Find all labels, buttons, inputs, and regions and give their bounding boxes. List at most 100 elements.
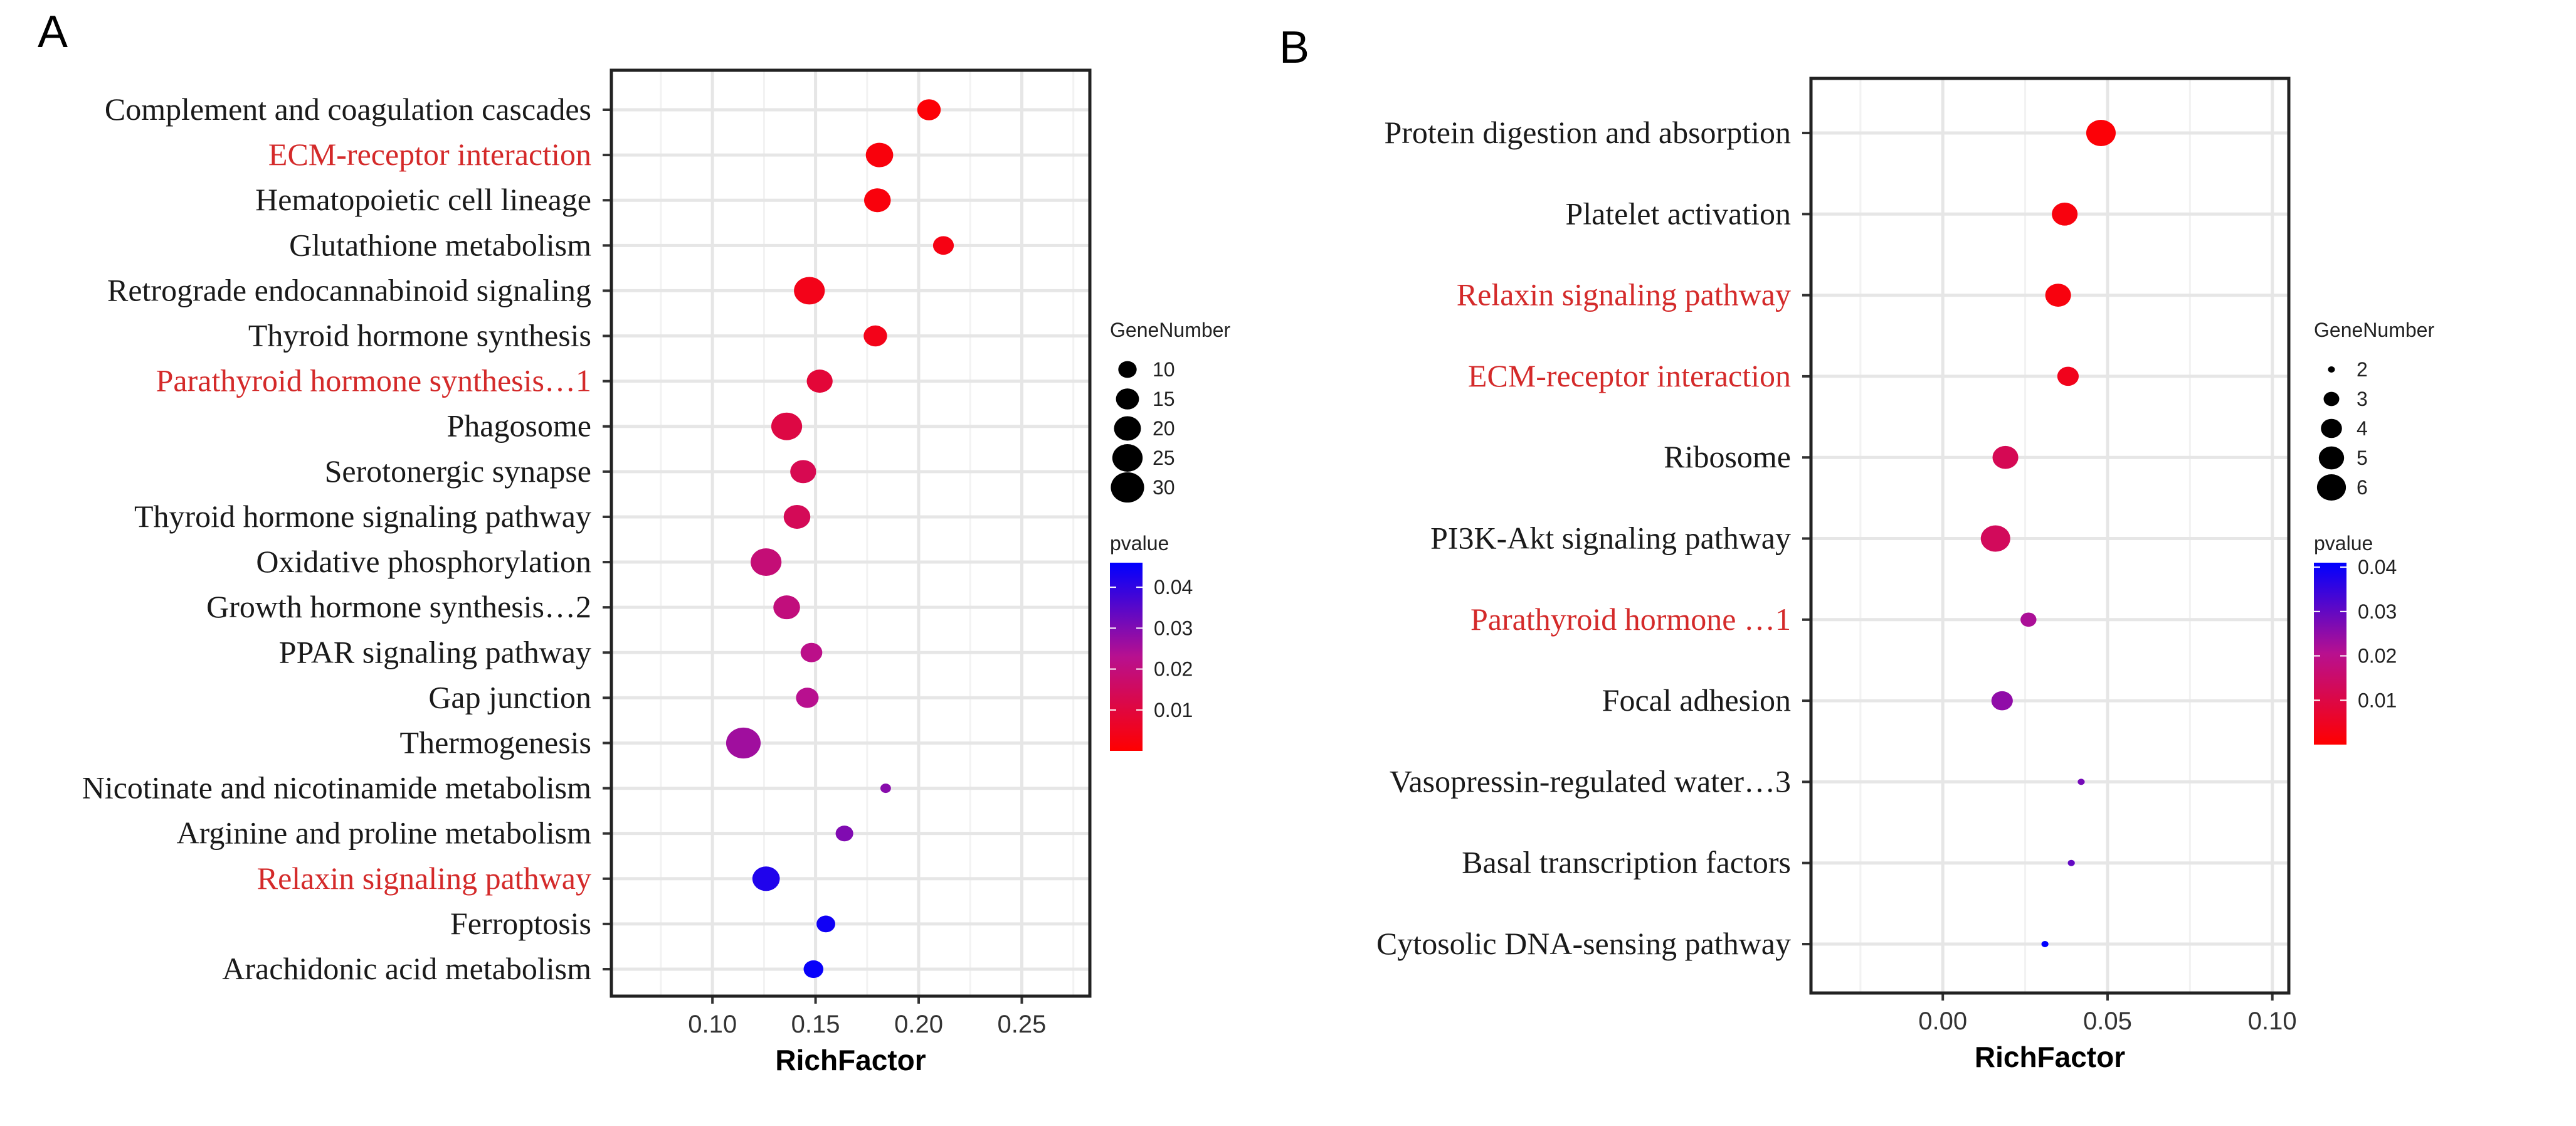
- size-legend-dot: [2323, 391, 2340, 406]
- plot-frame: [610, 68, 1092, 998]
- x-axis-title: RichFactor: [775, 1044, 926, 1076]
- data-point: [1992, 445, 2019, 469]
- panel-label: A: [38, 7, 68, 57]
- x-tick-label: 0.10: [688, 1011, 737, 1038]
- plot-background: [1811, 78, 2289, 993]
- data-point: [932, 236, 954, 255]
- size-legend-label: 20: [1153, 417, 1175, 440]
- data-point: [796, 688, 819, 708]
- pathway-label: Parathyroid hormone synthesis…1: [156, 363, 591, 398]
- data-point: [1991, 691, 2013, 711]
- size-legend-title: GeneNumber: [1110, 319, 1230, 341]
- pathway-label: Nicotinate and nicotinamide metabolism: [82, 770, 591, 805]
- data-point: [865, 142, 894, 167]
- pathway-label: Ribosome: [1664, 439, 1791, 474]
- data-point: [800, 642, 823, 662]
- size-legend-dot: [1112, 444, 1143, 472]
- colorbar-label: 0.01: [2358, 689, 2397, 711]
- size-legend-dot: [2328, 366, 2335, 373]
- pathway-label: PI3K-Akt signaling pathway: [1430, 521, 1791, 556]
- size-legend-label: 30: [1153, 476, 1175, 499]
- data-point: [794, 277, 825, 305]
- x-axis-title: RichFactor: [1975, 1041, 2125, 1073]
- x-tick-label: 0.15: [791, 1011, 840, 1038]
- colorbar-label: 0.04: [2358, 556, 2397, 578]
- data-point: [726, 727, 761, 759]
- colorbar-label: 0.04: [1154, 576, 1193, 598]
- size-legend-dot: [2316, 474, 2346, 501]
- size-legend-label: 5: [2357, 447, 2368, 469]
- colorbar-label: 0.03: [1154, 617, 1193, 639]
- data-point: [917, 99, 941, 120]
- size-legend-dot: [1111, 472, 1144, 503]
- pathway-label: Vasopressin-regulated water…3: [1390, 763, 1791, 799]
- colorbar-label: 0.02: [2358, 645, 2397, 667]
- colorbar-label: 0.03: [2358, 600, 2397, 623]
- data-point: [771, 412, 803, 440]
- data-point: [2086, 120, 2116, 146]
- data-point: [863, 325, 887, 347]
- pathway-label: Oxidative phosphorylation: [256, 544, 591, 579]
- size-legend-label: 10: [1153, 358, 1175, 381]
- pvalue-colorbar: [1110, 563, 1143, 751]
- pathway-label: Serotonergic synapse: [325, 454, 591, 489]
- data-point: [806, 369, 833, 393]
- pathway-label: Hematopoietic cell lineage: [255, 182, 591, 217]
- data-point: [2052, 202, 2078, 226]
- pathway-label: Protein digestion and absorption: [1384, 115, 1791, 150]
- data-point: [2057, 366, 2079, 386]
- pathway-label: Thyroid hormone signaling pathway: [134, 499, 591, 534]
- pathway-label: Glutathione metabolism: [289, 227, 591, 262]
- panel-a-dotplot: A 0.10 0.15 0.20 0.25 Complement and coagulat…: [38, 7, 1230, 1076]
- pathway-label: Ferroptosis: [450, 906, 591, 941]
- size-legend-dot: [1114, 416, 1141, 441]
- data-point: [773, 595, 800, 620]
- x-tick-label: 0.00: [1918, 1007, 1967, 1035]
- pathway-label: Thermogenesis: [400, 725, 591, 760]
- x-tick-label: 0.10: [2248, 1007, 2297, 1035]
- x-tick-label: 0.05: [2083, 1007, 2132, 1035]
- data-point: [790, 460, 816, 484]
- data-point: [2020, 612, 2037, 627]
- size-legend-label: 15: [1153, 388, 1175, 410]
- data-point: [880, 783, 891, 794]
- pvalue-colorbar: [2314, 563, 2346, 745]
- plot-background: [611, 70, 1090, 996]
- panel-b-dotplot: B 0.00 0.05 0.10 Protein digestion and absor…: [1279, 23, 2434, 1073]
- size-legend-dot: [2318, 446, 2345, 470]
- data-point: [751, 548, 782, 576]
- pathway-label: Thyroid hormone synthesis: [248, 318, 591, 353]
- panel-label: B: [1279, 23, 1309, 73]
- pathway-label: Retrograde endocannabinoid signaling: [107, 272, 591, 307]
- size-legend-title: GeneNumber: [2314, 319, 2434, 341]
- data-point: [1980, 525, 2010, 552]
- pathway-label: Focal adhesion: [1602, 683, 1791, 718]
- pathway-label: Growth hormone synthesis…2: [206, 589, 591, 624]
- data-point: [752, 866, 780, 891]
- pathway-label: Basal transcription factors: [1462, 845, 1791, 880]
- color-legend-title: pvalue: [2314, 532, 2373, 555]
- size-legend-label: 3: [2357, 388, 2368, 410]
- data-point: [2041, 941, 2049, 947]
- data-point: [2045, 284, 2071, 307]
- colorbar-label: 0.02: [1154, 658, 1193, 681]
- pathway-label: Phagosome: [446, 408, 591, 443]
- pathway-label: Parathyroid hormone …1: [1470, 602, 1791, 637]
- data-point: [863, 188, 891, 213]
- pathway-label: Complement and coagulation cascades: [105, 92, 591, 127]
- data-point: [2067, 859, 2075, 866]
- size-legend-dot: [2321, 418, 2342, 438]
- pathway-label: Platelet activation: [1565, 196, 1791, 231]
- pathway-label: ECM-receptor interaction: [1468, 358, 1791, 393]
- data-point: [803, 960, 824, 979]
- pathway-label: Arachidonic acid metabolism: [222, 951, 591, 986]
- colorbar-label: 0.01: [1154, 699, 1193, 721]
- size-legend-label: 2: [2357, 358, 2368, 381]
- pathway-label: Relaxin signaling pathway: [257, 861, 591, 896]
- x-tick-label: 0.25: [998, 1011, 1047, 1038]
- color-legend-title: pvalue: [1110, 532, 1169, 555]
- data-point: [783, 504, 811, 529]
- pathway-label: Arginine and proline metabolism: [177, 815, 592, 851]
- data-point: [816, 915, 835, 933]
